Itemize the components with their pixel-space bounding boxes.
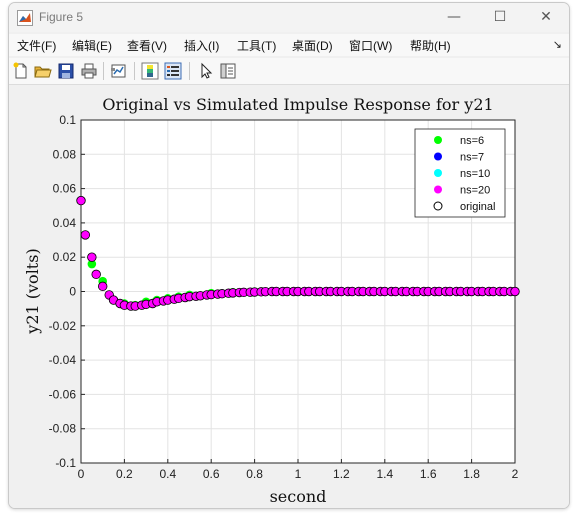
link-plot-icon[interactable]: [110, 62, 128, 80]
y-tick-label: -0.06: [49, 387, 77, 401]
menu-insert[interactable]: 插入(I): [184, 39, 220, 53]
y-tick-label: 0.08: [53, 147, 77, 161]
legend-marker: [434, 169, 442, 177]
menu-view[interactable]: 查看(V): [127, 39, 167, 53]
legend-box: [414, 128, 506, 218]
legend-entry-label: ns=10: [460, 168, 490, 180]
menu-window[interactable]: 窗口(W): [349, 39, 393, 53]
legend-icon[interactable]: [164, 62, 182, 80]
y-tick-label: 0.06: [53, 182, 77, 196]
x-tick-label: 0: [78, 467, 85, 481]
legend-marker: [434, 185, 442, 194]
data-point: [91, 269, 101, 280]
x-axis: 0 0.2 0.4 0.6 0.8 1 1.2 1.4 1.6 1.8 2: [78, 459, 519, 481]
plot-title: Original vs Simulated Impulse Response f…: [102, 95, 493, 114]
menu-bar: 文件(F) 编辑(E) 查看(V) 插入(I) 工具(T) 桌面(D) 窗口(W…: [9, 34, 569, 56]
open-file-icon[interactable]: [34, 62, 52, 80]
menu-desktop[interactable]: 桌面(D): [292, 39, 333, 53]
x-tick-label: 0.8: [246, 467, 263, 481]
x-tick-label: 1.4: [376, 467, 393, 481]
menu-file[interactable]: 文件(F): [17, 39, 57, 53]
toolbar-separator: [103, 62, 104, 80]
figure-toolbar: [9, 58, 569, 85]
toolbar-separator: [134, 62, 135, 80]
y-axis-label: y21 (volts): [23, 248, 42, 334]
x-tick-label: 0.4: [159, 467, 176, 481]
y-tick-label: -0.08: [49, 422, 77, 436]
data-point: [87, 259, 97, 269]
data-point: [97, 281, 108, 292]
x-tick-label: 1.6: [420, 467, 437, 481]
series-ns-20: [76, 195, 520, 311]
data-point: [510, 286, 520, 297]
toolbar-separator: [189, 62, 190, 80]
legend-entry-label: ns=20: [460, 185, 490, 197]
legend-entry-label: original: [460, 201, 495, 213]
legend-marker: [433, 201, 443, 211]
new-figure-icon[interactable]: [12, 62, 30, 80]
figure-canvas: 0 0.2 0.4 0.6 0.8 1 1.2 1.4 1.6 1.8 2 0.1 0.08 0.06 0…: [9, 85, 569, 508]
y-tick-label: -0.04: [49, 353, 77, 367]
x-tick-label: 1.2: [333, 467, 350, 481]
legend-entry-label: ns=6: [460, 135, 484, 147]
x-tick-label: 0.2: [116, 467, 133, 481]
maximize-button[interactable]: ☐: [477, 3, 523, 32]
legend-entry-label: ns=7: [460, 152, 484, 164]
y-axis: 0.1 0.08 0.06 0.04 0.02 0 -0.02 -0.04 -0.06 -0.08…: [49, 113, 85, 470]
window-title: Figure 5: [39, 10, 84, 24]
print-icon[interactable]: [80, 62, 98, 80]
impulse-response-plot[interactable]: 0 0.2 0.4 0.6 0.8 1 1.2 1.4 1.6 1.8 2 0.10.080.060…: [9, 85, 569, 508]
close-button[interactable]: ✕: [523, 3, 569, 32]
legend-marker: [434, 136, 442, 144]
y-tick-label: 0.04: [53, 216, 77, 230]
data-point: [87, 252, 97, 262]
title-bar[interactable]: Figure 5 — ☐ ✕: [9, 3, 569, 32]
y-tick-label: 0: [69, 285, 76, 299]
edit-plot-arrow-icon[interactable]: [197, 62, 215, 80]
y-tick-label: 0.1: [59, 113, 76, 127]
y-tick-label: -0.1: [55, 456, 76, 470]
close-icon: ✕: [540, 9, 552, 25]
x-tick-label: 0.6: [203, 467, 220, 481]
figure-window: Figure 5 — ☐ ✕ 文件(F) 编辑(E) 查看(V) 插入(I) 工…: [8, 2, 570, 509]
minimize-icon: —: [447, 9, 461, 25]
y-tick-label: 0.02: [53, 250, 77, 264]
property-inspector-icon[interactable]: [219, 62, 237, 80]
menu-tools[interactable]: 工具(T): [237, 39, 277, 53]
y-tick-label: -0.02: [49, 319, 77, 333]
menu-overflow-icon[interactable]: ↘: [552, 39, 562, 51]
minimize-button[interactable]: —: [431, 3, 477, 32]
x-tick-label: 1: [295, 467, 302, 481]
colorbar-icon[interactable]: [141, 62, 159, 80]
data-point: [80, 230, 91, 240]
data-point: [76, 195, 86, 206]
legend[interactable]: ns=6 ns=7 ns=10 ns=20 original: [414, 128, 506, 218]
x-axis-label: second: [270, 487, 327, 506]
maximize-icon: ☐: [493, 9, 507, 25]
x-tick-label: 1.8: [463, 467, 480, 481]
data-series: [76, 195, 520, 311]
matlab-logo-icon: [17, 10, 33, 26]
menu-edit[interactable]: 编辑(E): [72, 39, 112, 53]
save-icon[interactable]: [57, 62, 75, 80]
menu-help[interactable]: 帮助(H): [410, 39, 451, 53]
x-tick-label: 2: [512, 467, 519, 481]
legend-marker: [434, 152, 442, 161]
